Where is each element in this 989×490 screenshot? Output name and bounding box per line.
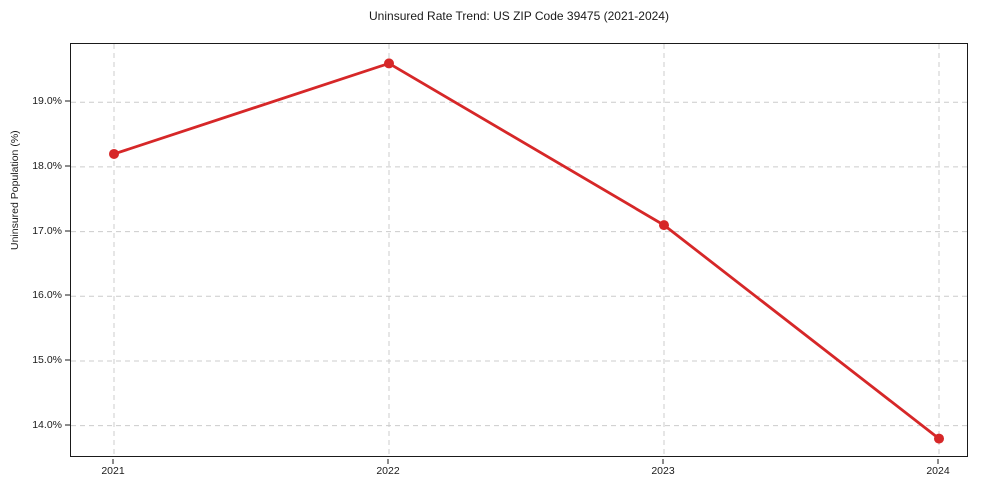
x-tick-mark: [662, 458, 664, 464]
y-tick-mark: [65, 165, 70, 167]
y-tick-label: 17.0%: [32, 224, 62, 237]
y-tick-mark: [65, 359, 70, 361]
line-chart-canvas: [71, 44, 969, 458]
y-tick-label: 14.0%: [32, 418, 62, 431]
y-tick-label: 19.0%: [32, 95, 62, 108]
y-tick-mark: [65, 100, 70, 102]
data-point: [109, 148, 119, 159]
trend-line: [112, 62, 941, 440]
data-point: [384, 58, 394, 69]
y-tick-mark: [65, 230, 70, 232]
x-tick-label: 2022: [376, 465, 400, 477]
x-tick-mark: [937, 458, 939, 464]
x-tick-label: 2023: [651, 465, 675, 477]
x-tick-label: 2021: [101, 465, 125, 477]
y-tick-mark: [65, 294, 70, 296]
y-tick-mark: [65, 424, 70, 426]
x-tick-mark: [387, 458, 389, 464]
x-tick-mark: [112, 458, 114, 464]
x-tick-label: 2024: [926, 465, 950, 477]
chart-title: Uninsured Rate Trend: US ZIP Code 39475 …: [369, 9, 669, 23]
y-tick-label: 18.0%: [32, 159, 62, 172]
data-point: [659, 220, 669, 231]
data-point: [934, 433, 944, 444]
y-tick-label: 15.0%: [32, 353, 62, 366]
y-tick-label: 16.0%: [32, 289, 62, 302]
plot-area: [70, 43, 969, 458]
